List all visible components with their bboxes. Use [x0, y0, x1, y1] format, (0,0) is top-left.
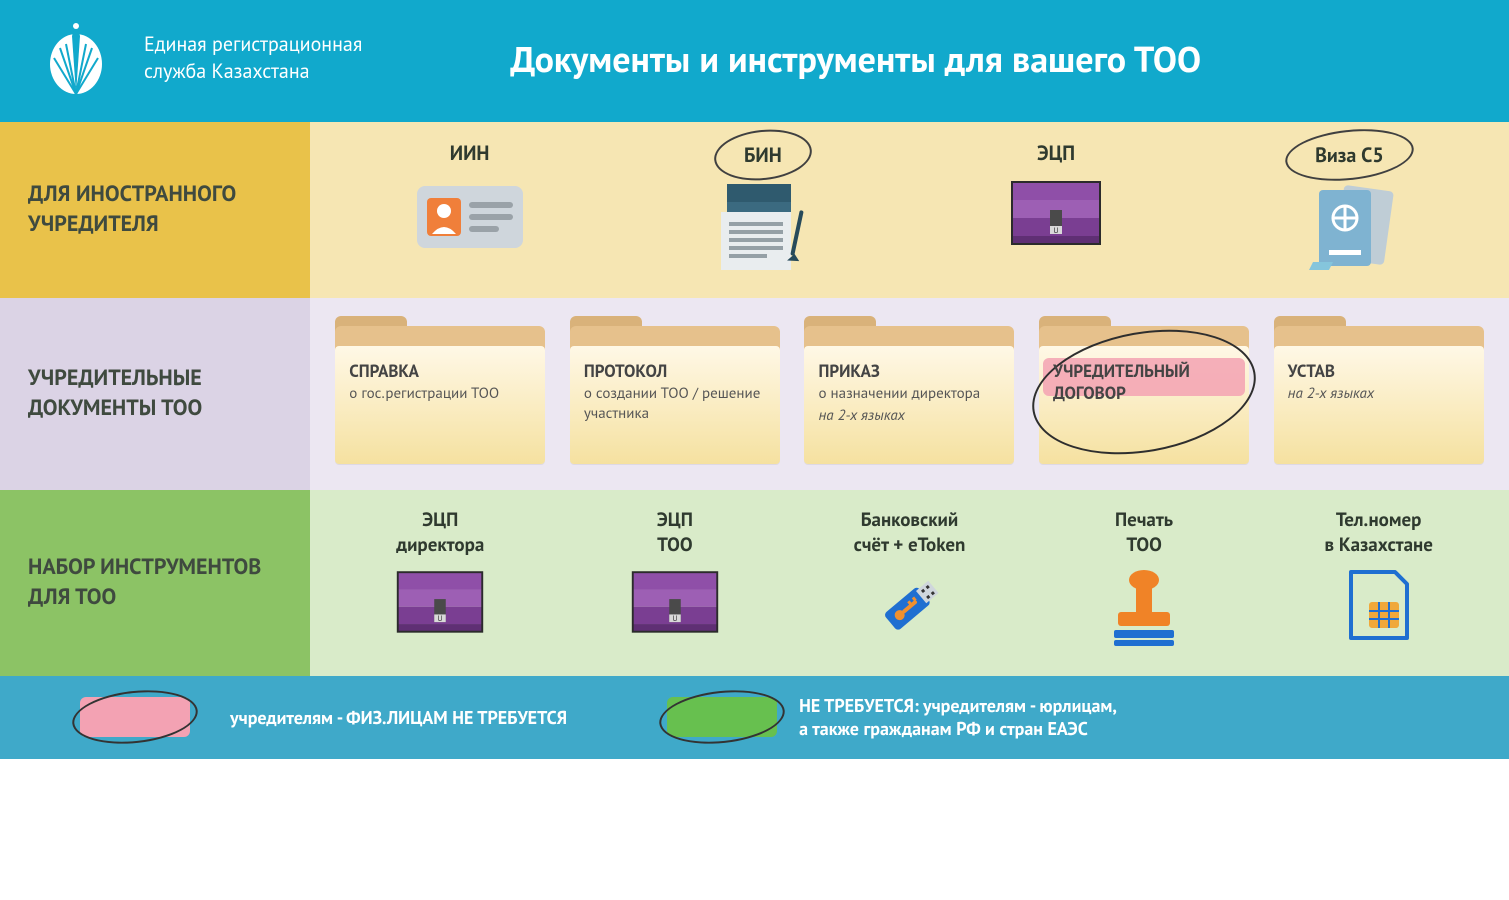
legend-green-line1: НЕ ТРЕБУЕТСЯ: учредителям - юрлицам,: [799, 694, 1117, 717]
row3-body: ЭЦПдиректора U ЭЦПТОО: [310, 490, 1509, 676]
folder-front: УСТАВ на 2-х языках: [1274, 346, 1484, 464]
folder-front: УЧРЕДИТЕЛЬНЫЙ ДОГОВОР: [1039, 346, 1249, 464]
tool-bank-etoken: Банковскийсчёт + eToken: [804, 508, 1014, 646]
tool-phone: Тел.номерв Казахстане: [1274, 508, 1484, 646]
item-bin: БИН: [643, 140, 883, 272]
folder-front: СПРАВКА о гос.регистрации ТОО: [335, 346, 545, 464]
folder-note: на 2-х языках: [818, 406, 1000, 425]
folder-sub: о гос.регистрации ТОО: [349, 384, 531, 404]
header: Единая регистрационная служба Казахстана…: [0, 0, 1509, 122]
logo-icon: [36, 18, 116, 98]
id-card-icon: [415, 176, 525, 256]
org-line1: Единая регистрационная: [144, 31, 362, 58]
tool-title: ЭЦПТОО: [657, 508, 693, 558]
org-line2: служба Казахстана: [144, 58, 362, 85]
row1-label: ДЛЯ ИНОСТРАННОГО УЧРЕДИТЕЛЯ: [0, 122, 310, 298]
archive-icon: U: [392, 566, 488, 636]
t: в Казахстане: [1324, 533, 1432, 557]
legend-right: НЕ ТРЕБУЕТСЯ: учредителям - юрлицам, а т…: [607, 694, 1429, 741]
folder-spravka: СПРАВКА о гос.регистрации ТОО: [335, 316, 545, 464]
folder-front: ПРОТОКОЛ о создании ТОО / решение участн…: [570, 346, 780, 464]
folder-note: на 2-х языках: [1288, 384, 1470, 403]
t: Банковский: [861, 508, 959, 532]
row-foreign-founder: ДЛЯ ИНОСТРАННОГО УЧРЕДИТЕЛЯ ИИН БИН: [0, 122, 1509, 298]
item-title: БИН: [740, 140, 786, 170]
item-title: ЭЦП: [1037, 140, 1075, 166]
folder-sub: о назначении директора: [818, 384, 1000, 404]
folder-title: УСТАВ: [1288, 360, 1470, 382]
row-founding-docs: УЧРЕДИТЕЛЬНЫЕ ДОКУМЕНТЫ ТОО СПРАВКА о го…: [0, 298, 1509, 490]
folder-title: ПРИКАЗ: [818, 360, 1000, 382]
svg-text:U: U: [672, 614, 677, 624]
legend-green-text: НЕ ТРЕБУЕТСЯ: учредителям - юрлицам, а т…: [799, 694, 1117, 741]
tool-stamp: ПечатьТОО: [1039, 508, 1249, 650]
archive-icon: U: [627, 566, 723, 636]
item-title: ИИН: [450, 140, 490, 166]
item-ecp: ЭЦП U: [936, 140, 1176, 248]
org-name: Единая регистрационная служба Казахстана: [144, 31, 362, 85]
tool-ecp-too: ЭЦПТОО U: [570, 508, 780, 636]
tool-title: Банковскийсчёт + eToken: [854, 508, 966, 558]
t: счёт + eToken: [854, 533, 966, 557]
stamp-icon: [1104, 566, 1184, 650]
folder-front: ПРИКАЗ о назначении директора на 2-х язы…: [804, 346, 1014, 464]
page-title: Документы и инструменты для вашего ТОО: [390, 35, 1473, 82]
t: Печать: [1115, 508, 1173, 532]
usb-key-icon: [864, 566, 954, 646]
svg-text:U: U: [438, 614, 443, 624]
legend: учредителям - ФИЗ.ЛИЦАМ НЕ ТРЕБУЕТСЯ НЕ …: [0, 676, 1509, 759]
folder-sub: о создании ТОО / решение участника: [584, 384, 766, 423]
item-visa: Виза С5: [1229, 140, 1469, 272]
t: ЭЦП: [422, 508, 458, 532]
archive-icon: U: [1006, 176, 1106, 248]
folder-uchreditelnyi-dogovor: УЧРЕДИТЕЛЬНЫЙ ДОГОВОР: [1039, 316, 1249, 464]
row-tools: НАБОР ИНСТРУМЕНТОВ ДЛЯ ТОО ЭЦПдиректора …: [0, 490, 1509, 676]
tool-title: Тел.номерв Казахстане: [1324, 508, 1432, 558]
legend-green-line2: а также гражданам РФ и стран ЕАЭС: [799, 717, 1117, 740]
row2-body: СПРАВКА о гос.регистрации ТОО ПРОТОКОЛ о…: [310, 298, 1509, 490]
document-icon: [713, 180, 813, 272]
legend-swatch-green-icon: [667, 697, 777, 737]
item-title: Виза С5: [1311, 140, 1388, 170]
row3-label: НАБОР ИНСТРУМЕНТОВ ДЛЯ ТОО: [0, 490, 310, 676]
t: директора: [396, 533, 484, 557]
passport-icon: [1299, 180, 1399, 272]
t: ЭЦП: [657, 508, 693, 532]
t: ТОО: [657, 533, 693, 557]
folder-protokol: ПРОТОКОЛ о создании ТОО / решение участн…: [570, 316, 780, 464]
folder-ustav: УСТАВ на 2-х языках: [1274, 316, 1484, 464]
sim-card-icon: [1341, 566, 1417, 646]
svg-text:U: U: [1054, 226, 1059, 236]
tool-title: ЭЦПдиректора: [396, 508, 484, 558]
tool-title: ПечатьТОО: [1115, 508, 1173, 558]
folder-title: СПРАВКА: [349, 360, 531, 382]
highlight-pink: БИН: [740, 140, 786, 170]
folder-title: ПРОТОКОЛ: [584, 360, 766, 382]
tool-ecp-director: ЭЦПдиректора U: [335, 508, 545, 636]
row1-body: ИИН БИН: [310, 122, 1509, 298]
highlight-green: Виза С5: [1311, 140, 1388, 170]
legend-swatch-pink-icon: [80, 697, 190, 737]
row2-label: УЧРЕДИТЕЛЬНЫЕ ДОКУМЕНТЫ ТОО: [0, 298, 310, 490]
t: ТОО: [1126, 533, 1162, 557]
legend-pink-text: учредителям - ФИЗ.ЛИЦАМ НЕ ТРЕБУЕТСЯ: [230, 706, 567, 729]
t: Тел.номер: [1336, 508, 1422, 532]
folder-prikaz: ПРИКАЗ о назначении директора на 2-х язы…: [804, 316, 1014, 464]
folder-title: УЧРЕДИТЕЛЬНЫЙ ДОГОВОР: [1053, 360, 1235, 404]
item-iin: ИИН: [350, 140, 590, 256]
